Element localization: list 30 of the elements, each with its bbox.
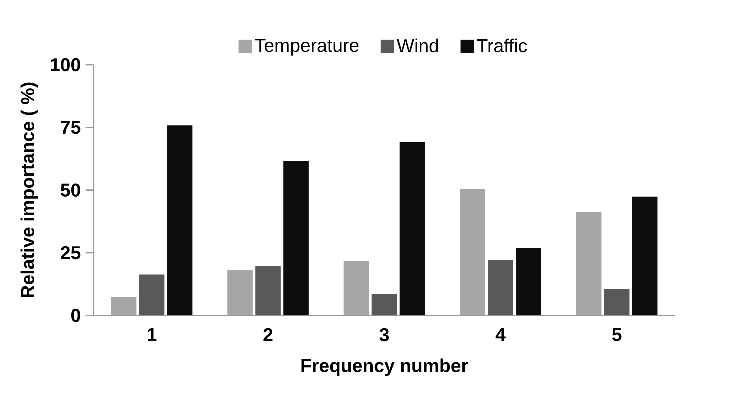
legend-label: Wind bbox=[397, 38, 438, 53]
y-tick-label: 0 bbox=[72, 309, 80, 322]
bar bbox=[344, 261, 370, 316]
y-tick-label: 25 bbox=[61, 246, 81, 260]
y-axis-title: Relative importance ( %) bbox=[20, 82, 38, 298]
y-tick-label: 75 bbox=[61, 121, 81, 134]
bar bbox=[516, 248, 542, 316]
y-tick-label: 50 bbox=[60, 184, 80, 197]
x-tick-label: 2 bbox=[264, 328, 273, 342]
bar bbox=[576, 212, 602, 316]
bar bbox=[256, 266, 281, 316]
bar bbox=[400, 142, 426, 316]
bar bbox=[228, 270, 253, 316]
legend-label: Temperature bbox=[255, 39, 359, 56]
y-tick-label: 100 bbox=[51, 58, 80, 72]
bar bbox=[488, 260, 514, 316]
bar bbox=[167, 126, 193, 316]
legend-label: Traffic bbox=[477, 38, 528, 53]
x-tick-label: 3 bbox=[380, 328, 390, 342]
x-tick-label: 1 bbox=[148, 328, 157, 342]
x-axis-title: Frequency number bbox=[302, 358, 468, 376]
bar bbox=[111, 297, 137, 316]
bar bbox=[604, 289, 630, 316]
bar bbox=[372, 294, 398, 316]
bar bbox=[460, 189, 486, 316]
bar bbox=[139, 274, 165, 316]
x-tick-label: 5 bbox=[612, 328, 622, 342]
bar bbox=[284, 161, 309, 316]
x-tick-label: 4 bbox=[496, 328, 506, 342]
bar bbox=[632, 196, 658, 316]
